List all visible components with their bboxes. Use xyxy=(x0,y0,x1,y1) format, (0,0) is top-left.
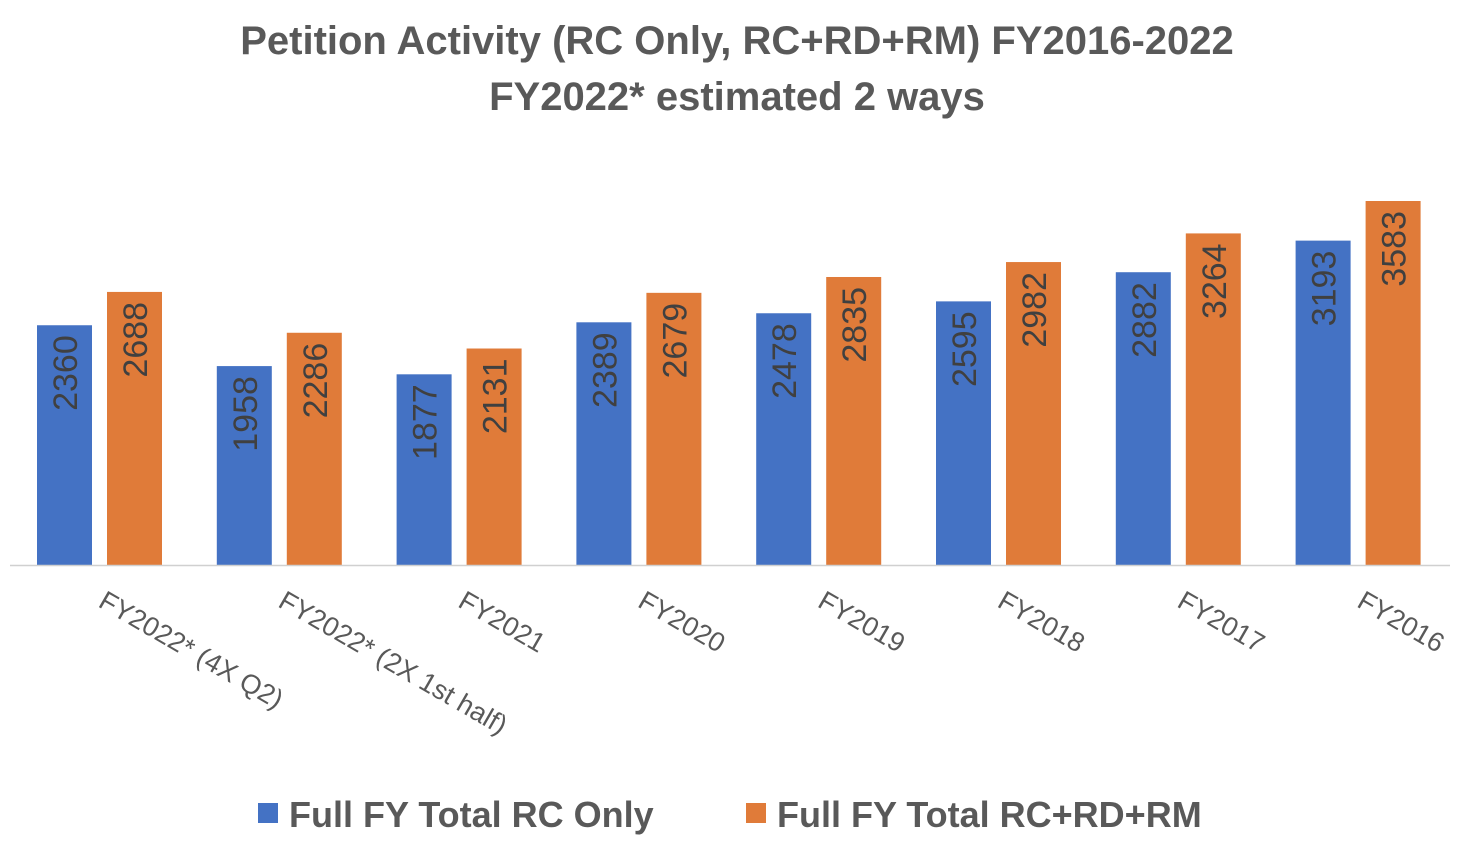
data-label: 2882 xyxy=(1126,282,1164,358)
bar-rc-rd-rm xyxy=(286,332,342,565)
x-tick-label: FY2019 xyxy=(813,585,910,658)
bar-rc-only xyxy=(396,374,452,565)
bar-rc-rd-rm xyxy=(1365,201,1421,565)
bar-rc-rd-rm xyxy=(1185,233,1241,566)
bar-rc-only xyxy=(37,325,92,565)
bar-rc-rd-rm xyxy=(466,348,522,565)
bar-rc-only xyxy=(216,366,272,565)
bar-rc-rd-rm xyxy=(646,292,702,565)
data-label: 1877 xyxy=(407,384,445,460)
data-label: 2679 xyxy=(656,303,694,379)
chart-title: Petition Activity (RC Only, RC+RD+RM) FY… xyxy=(240,19,1234,63)
data-label: 2478 xyxy=(766,323,804,399)
data-label: 2360 xyxy=(47,335,85,411)
bar-rc-only xyxy=(756,313,812,565)
legend-label-rc-only: Full FY Total RC Only xyxy=(289,794,654,835)
x-tick-label: FY2016 xyxy=(1353,585,1450,658)
bar-rc-only xyxy=(1295,240,1351,565)
data-label: 2595 xyxy=(946,311,984,387)
bar-rc-rd-rm xyxy=(107,291,162,565)
data-label: 2131 xyxy=(477,359,515,435)
data-label: 2286 xyxy=(297,343,335,419)
x-tick-label: FY2017 xyxy=(1173,585,1270,658)
bar-rc-rd-rm xyxy=(1006,262,1061,565)
data-label: 3193 xyxy=(1306,251,1344,327)
legend: Full FY Total RC Only Full FY Total RC+R… xyxy=(258,794,1202,835)
bar-rc-rd-rm xyxy=(826,276,882,565)
bar-rc-only xyxy=(936,301,991,565)
data-label: 1958 xyxy=(227,376,265,452)
legend-swatch-rc-only xyxy=(258,803,278,823)
data-label: 3264 xyxy=(1196,243,1234,319)
bars-group: 2360 2688 1958 2286 1877 2131 2389 2679 2478 2835… xyxy=(37,201,1421,566)
legend-swatch-rc-rd-rm xyxy=(746,803,766,823)
data-label: 2835 xyxy=(836,287,874,363)
x-tick-label: FY2021 xyxy=(454,585,551,658)
x-tick-label: FY2020 xyxy=(633,585,730,658)
chart-subtitle: FY2022* estimated 2 ways xyxy=(489,75,985,119)
data-label: 3583 xyxy=(1376,211,1414,287)
x-tick-label: FY2022* (4X Q2) xyxy=(94,585,288,715)
x-tick-labels: FY2022* (4X Q2)FY2022* (2X 1st half)FY20… xyxy=(94,585,1450,740)
data-label: 2982 xyxy=(1016,272,1054,348)
legend-label-rc-rd-rm: Full FY Total RC+RD+RM xyxy=(777,794,1202,835)
bar-rc-only xyxy=(576,322,632,565)
data-label: 2688 xyxy=(117,302,155,378)
data-label: 2389 xyxy=(586,332,624,408)
x-tick-label: FY2018 xyxy=(993,585,1090,658)
bar-rc-only xyxy=(1115,272,1171,565)
